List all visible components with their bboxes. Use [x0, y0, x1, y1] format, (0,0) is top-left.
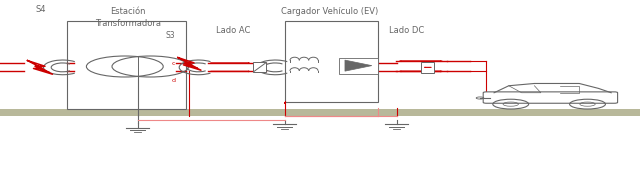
Text: d: d — [172, 78, 175, 83]
Text: c: c — [172, 61, 175, 66]
Bar — [339, 58, 378, 74]
Polygon shape — [345, 60, 372, 71]
Text: Cargador Vehículo (EV): Cargador Vehículo (EV) — [281, 7, 378, 16]
Bar — [67, 21, 186, 108]
Bar — [285, 21, 378, 102]
Text: Lado AC: Lado AC — [216, 26, 251, 35]
Bar — [253, 62, 266, 72]
Text: Estación
Transformadora: Estación Transformadora — [95, 7, 161, 28]
Text: S4: S4 — [35, 5, 45, 14]
Text: S3: S3 — [165, 32, 175, 40]
Bar — [0, 109, 640, 116]
Bar — [421, 62, 434, 73]
FancyBboxPatch shape — [483, 92, 618, 103]
Text: Lado DC: Lado DC — [388, 26, 424, 35]
